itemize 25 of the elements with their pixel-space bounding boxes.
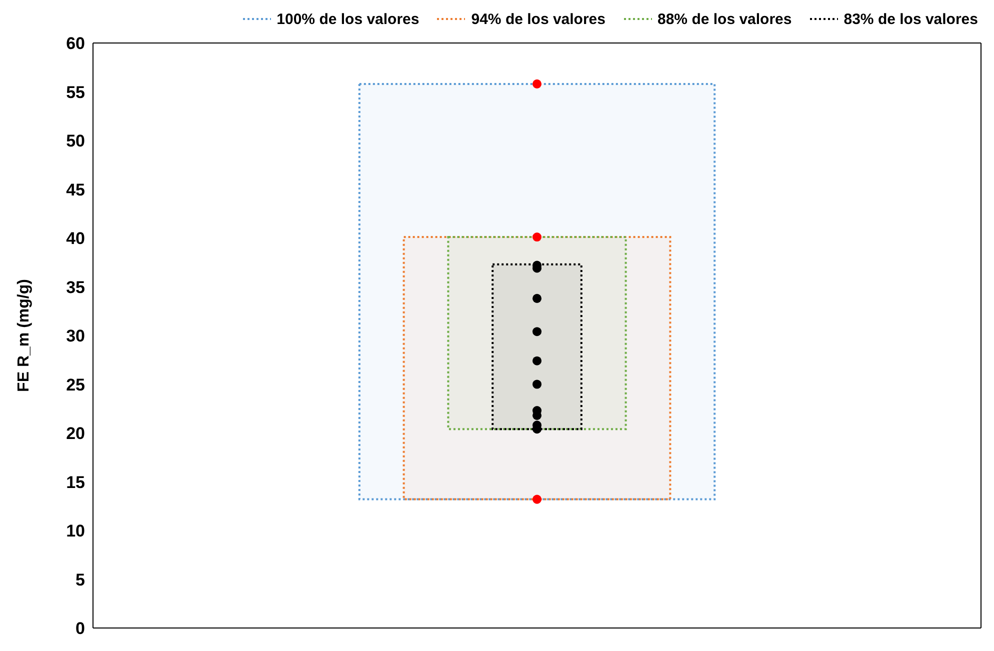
y-tick-label: 0 — [76, 619, 85, 638]
y-tick-label: 50 — [66, 132, 85, 151]
y-tick-label: 15 — [66, 472, 85, 492]
point — [532, 327, 542, 336]
point — [532, 380, 542, 389]
legend-label: 94% de los valores — [471, 10, 606, 28]
point — [532, 294, 542, 303]
y-tick-label: 60 — [66, 34, 85, 54]
y-tick-label: 5 — [76, 570, 85, 590]
y-tick-label: 10 — [66, 522, 85, 541]
y-tick-label: 25 — [66, 375, 85, 394]
legend-label: 83% de los valores — [844, 10, 978, 28]
y-tick-label: 35 — [66, 278, 85, 297]
y-tick-label: 20 — [66, 424, 85, 444]
point — [532, 232, 542, 242]
y-tick-label: 55 — [66, 82, 85, 102]
legend-label: 100% de los valores — [276, 10, 420, 28]
point — [532, 79, 542, 88]
y-tick-label: 40 — [66, 229, 85, 248]
point — [532, 356, 542, 366]
point — [532, 494, 542, 504]
y-axis-title: FE R_m (mg/g) — [16, 279, 33, 392]
y-tick-label: 45 — [66, 180, 85, 200]
y-tick-label: 30 — [66, 326, 85, 346]
legend-label: 88% de los valores — [658, 10, 792, 28]
